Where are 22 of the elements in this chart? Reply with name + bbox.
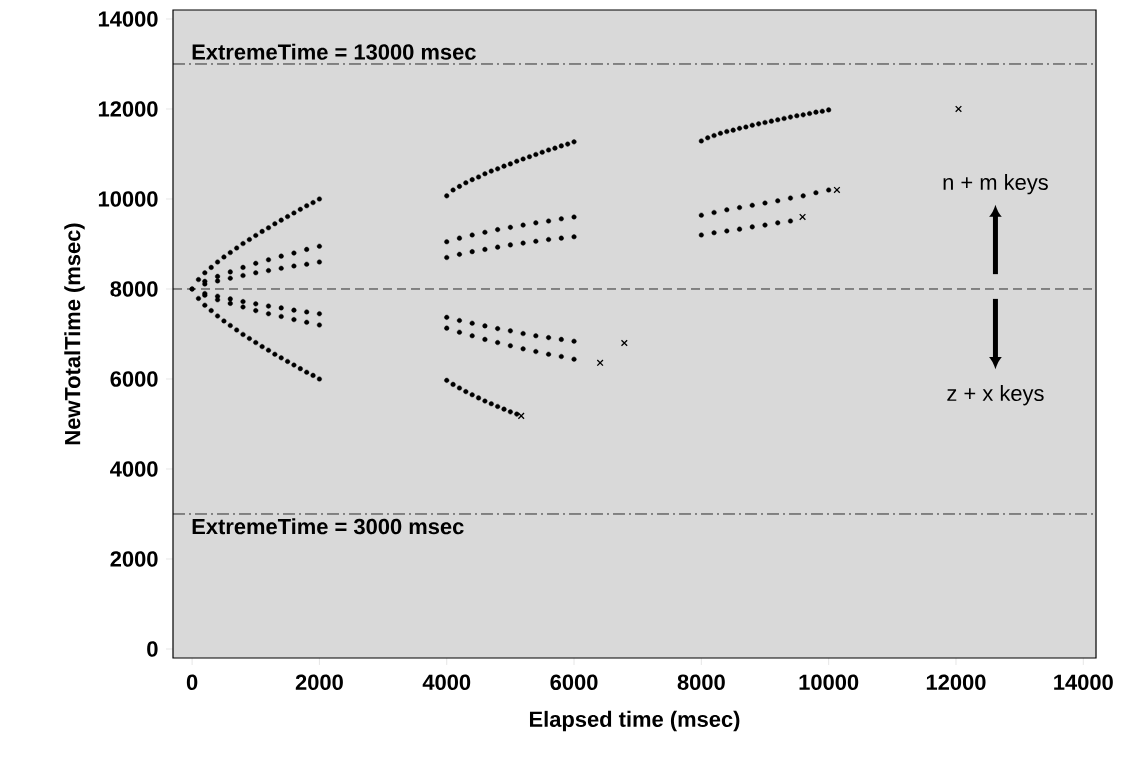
x-tick-label: 8000: [677, 674, 725, 691]
y-tick-label: 14000: [98, 11, 158, 27]
x-tick-label: 6000: [550, 674, 598, 691]
y-tick-label: 0: [147, 641, 158, 657]
ref-line-label: ExtremeTime = 3000 msec: [192, 518, 464, 535]
y-tick-label: 2000: [110, 551, 158, 567]
y-tick-label: 6000: [110, 371, 158, 387]
y-tick-label: 4000: [110, 461, 158, 477]
y-axis-title: NewTotalTime (msec): [64, 223, 85, 445]
y-tick-label: 8000: [110, 281, 158, 297]
x-tick-label: 10000: [799, 674, 859, 691]
x-tick-label: 14000: [1054, 674, 1113, 691]
ref-line-label: ExtremeTime = 13000 msec: [192, 43, 476, 60]
x-tick-label: 0: [186, 674, 198, 691]
annotation: n + m keys: [943, 173, 1048, 195]
x-tick-label: 4000: [422, 674, 471, 691]
x-tick-label: 2000: [295, 674, 343, 691]
x-axis-title: Elapsed time (msec): [530, 710, 740, 732]
x-tick-label: 12000: [926, 674, 986, 691]
y-tick-label: 10000: [98, 191, 158, 207]
annotation: z + x keys: [947, 384, 1044, 406]
y-tick-label: 12000: [98, 101, 158, 117]
